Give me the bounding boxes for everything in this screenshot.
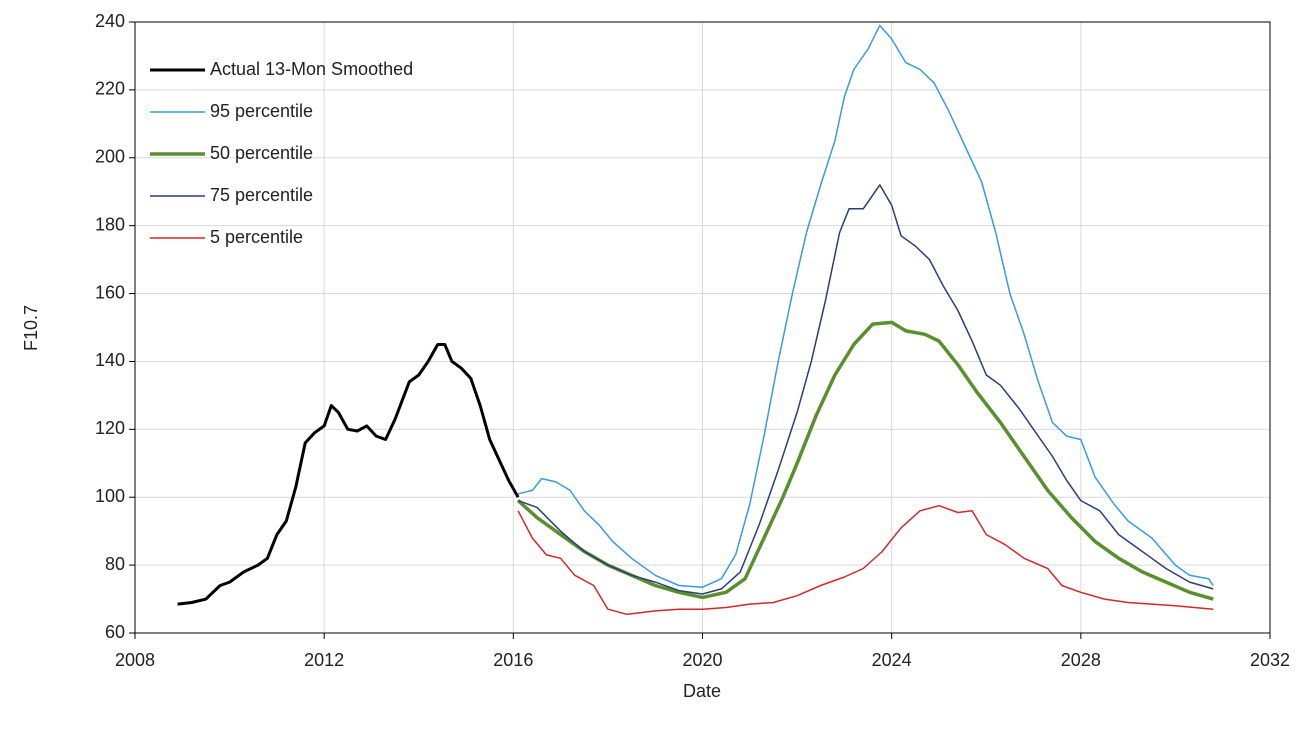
x-tick-label: 2032 bbox=[1250, 650, 1290, 670]
legend-label: 5 percentile bbox=[210, 227, 303, 247]
y-tick-label: 100 bbox=[95, 486, 125, 506]
x-tick-label: 2012 bbox=[304, 650, 344, 670]
y-tick-label: 60 bbox=[105, 622, 125, 642]
y-tick-label: 140 bbox=[95, 350, 125, 370]
y-tick-label: 200 bbox=[95, 147, 125, 167]
legend-label: 50 percentile bbox=[210, 143, 313, 163]
series-line bbox=[517, 184, 1214, 595]
series-line bbox=[177, 343, 520, 606]
y-tick-label: 220 bbox=[95, 79, 125, 99]
y-tick-label: 160 bbox=[95, 282, 125, 302]
series-line bbox=[517, 24, 1214, 588]
y-tick-label: 80 bbox=[105, 554, 125, 574]
y-tick-label: 240 bbox=[95, 11, 125, 31]
series-line bbox=[517, 504, 1214, 616]
x-axis-label: Date bbox=[683, 681, 721, 701]
y-tick-label: 180 bbox=[95, 214, 125, 234]
legend-label: Actual 13-Mon Smoothed bbox=[210, 59, 413, 79]
x-tick-label: 2020 bbox=[682, 650, 722, 670]
x-tick-label: 2028 bbox=[1061, 650, 1101, 670]
legend-label: 95 percentile bbox=[210, 101, 313, 121]
y-axis-label: F10.7 bbox=[21, 305, 41, 351]
plot-frame bbox=[134, 21, 1271, 634]
series-line bbox=[516, 320, 1214, 601]
x-tick-label: 2024 bbox=[872, 650, 912, 670]
x-tick-label: 2008 bbox=[115, 650, 155, 670]
x-tick-label: 2016 bbox=[493, 650, 533, 670]
y-tick-label: 120 bbox=[95, 418, 125, 438]
legend-label: 75 percentile bbox=[210, 185, 313, 205]
